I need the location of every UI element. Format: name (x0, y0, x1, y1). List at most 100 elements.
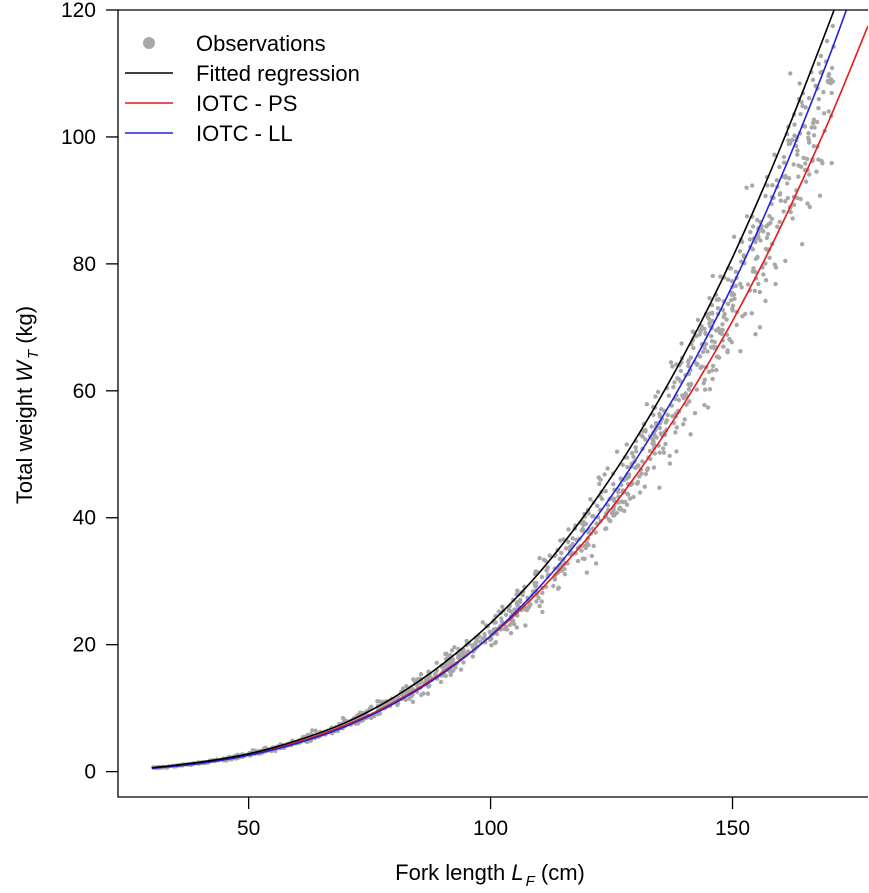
observation-point (653, 394, 658, 399)
observation-point (721, 344, 726, 349)
observation-point (695, 317, 701, 323)
observation-point (588, 497, 593, 502)
observation-point (691, 345, 696, 351)
observation-point (758, 238, 763, 243)
observation-point (750, 183, 755, 188)
observation-point (712, 339, 717, 345)
observation-point (710, 273, 715, 279)
observation-point (448, 672, 453, 677)
observation-point (785, 195, 790, 201)
observation-point (757, 325, 763, 330)
observation-point (623, 499, 628, 505)
observation-point (706, 316, 712, 321)
observation-point (674, 449, 679, 454)
observation-point (464, 638, 469, 644)
observation-point (737, 249, 743, 254)
legend: Observations Fitted regression IOTC - PS IO… (125, 31, 360, 146)
observation-point (791, 162, 796, 167)
observation-point (624, 442, 629, 447)
observation-point (686, 387, 692, 392)
observation-point (514, 625, 520, 630)
observation-point (747, 237, 753, 242)
observation-point (480, 620, 485, 625)
observation-point (692, 411, 698, 416)
observation-point (728, 298, 734, 303)
observation-point (492, 620, 498, 625)
observation-point (470, 643, 475, 648)
observation-point (811, 133, 817, 138)
observation-point (786, 141, 791, 147)
observation-point (801, 155, 806, 161)
observation-point (811, 144, 816, 149)
observation-point (714, 297, 719, 302)
observation-point (625, 464, 630, 470)
observation-point (647, 448, 653, 454)
observation-point (826, 73, 831, 79)
observation-point (640, 459, 645, 464)
observation-point (724, 317, 729, 322)
observation-point (636, 463, 641, 468)
observation-point (829, 90, 834, 96)
observation-point (803, 161, 808, 166)
observation-point (676, 397, 682, 403)
observation-point (603, 489, 608, 494)
observation-point (633, 445, 638, 450)
observation-point (668, 360, 674, 365)
observation-point (707, 387, 713, 392)
observation-point (756, 281, 761, 287)
observation-point (682, 417, 687, 422)
observation-point (722, 311, 727, 317)
observation-point (821, 89, 826, 95)
observation-point (556, 585, 561, 590)
observation-point (523, 623, 528, 628)
observation-point (729, 292, 735, 298)
observation-point (640, 434, 645, 439)
observation-point (678, 368, 684, 374)
observation-point (591, 543, 596, 549)
observation-point (786, 176, 792, 181)
observation-point (702, 387, 708, 392)
observation-point (731, 234, 737, 239)
observation-point (698, 329, 703, 334)
observation-point (709, 333, 714, 339)
observation-point (652, 451, 657, 456)
y-tick-label: 60 (73, 380, 96, 403)
observation-point (757, 289, 762, 295)
observation-point (655, 389, 661, 395)
observation-point (783, 199, 788, 204)
observation-point (657, 411, 662, 417)
observation-point (795, 195, 800, 201)
observation-point (404, 684, 409, 689)
observation-point (537, 603, 542, 609)
observation-point (667, 453, 672, 458)
observation-point (418, 672, 424, 677)
x-tick-label: 150 (715, 817, 750, 840)
observation-point (433, 671, 438, 677)
observation-point (605, 466, 610, 471)
observation-point (686, 360, 691, 365)
observation-point (741, 253, 746, 258)
observation-point (777, 164, 782, 170)
observation-point (643, 471, 649, 477)
observation-point (788, 209, 793, 215)
observation-point (814, 169, 819, 174)
observation-point (806, 137, 812, 143)
observation-point (681, 422, 686, 427)
observation-point (687, 399, 692, 404)
observation-point (818, 53, 824, 59)
observation-point (796, 163, 801, 168)
observation-point (627, 496, 633, 501)
observation-point (694, 387, 699, 392)
observation-point (602, 472, 607, 477)
observation-point (659, 407, 664, 412)
observation-point (570, 536, 575, 541)
observation-point (749, 311, 754, 316)
observation-point (807, 204, 812, 210)
observation-point (699, 324, 704, 329)
observation-point (775, 224, 780, 229)
observation-point (642, 484, 647, 489)
observation-point (526, 605, 532, 610)
observation-point (763, 193, 768, 199)
observation-point (778, 191, 783, 196)
observation-point (772, 262, 777, 267)
